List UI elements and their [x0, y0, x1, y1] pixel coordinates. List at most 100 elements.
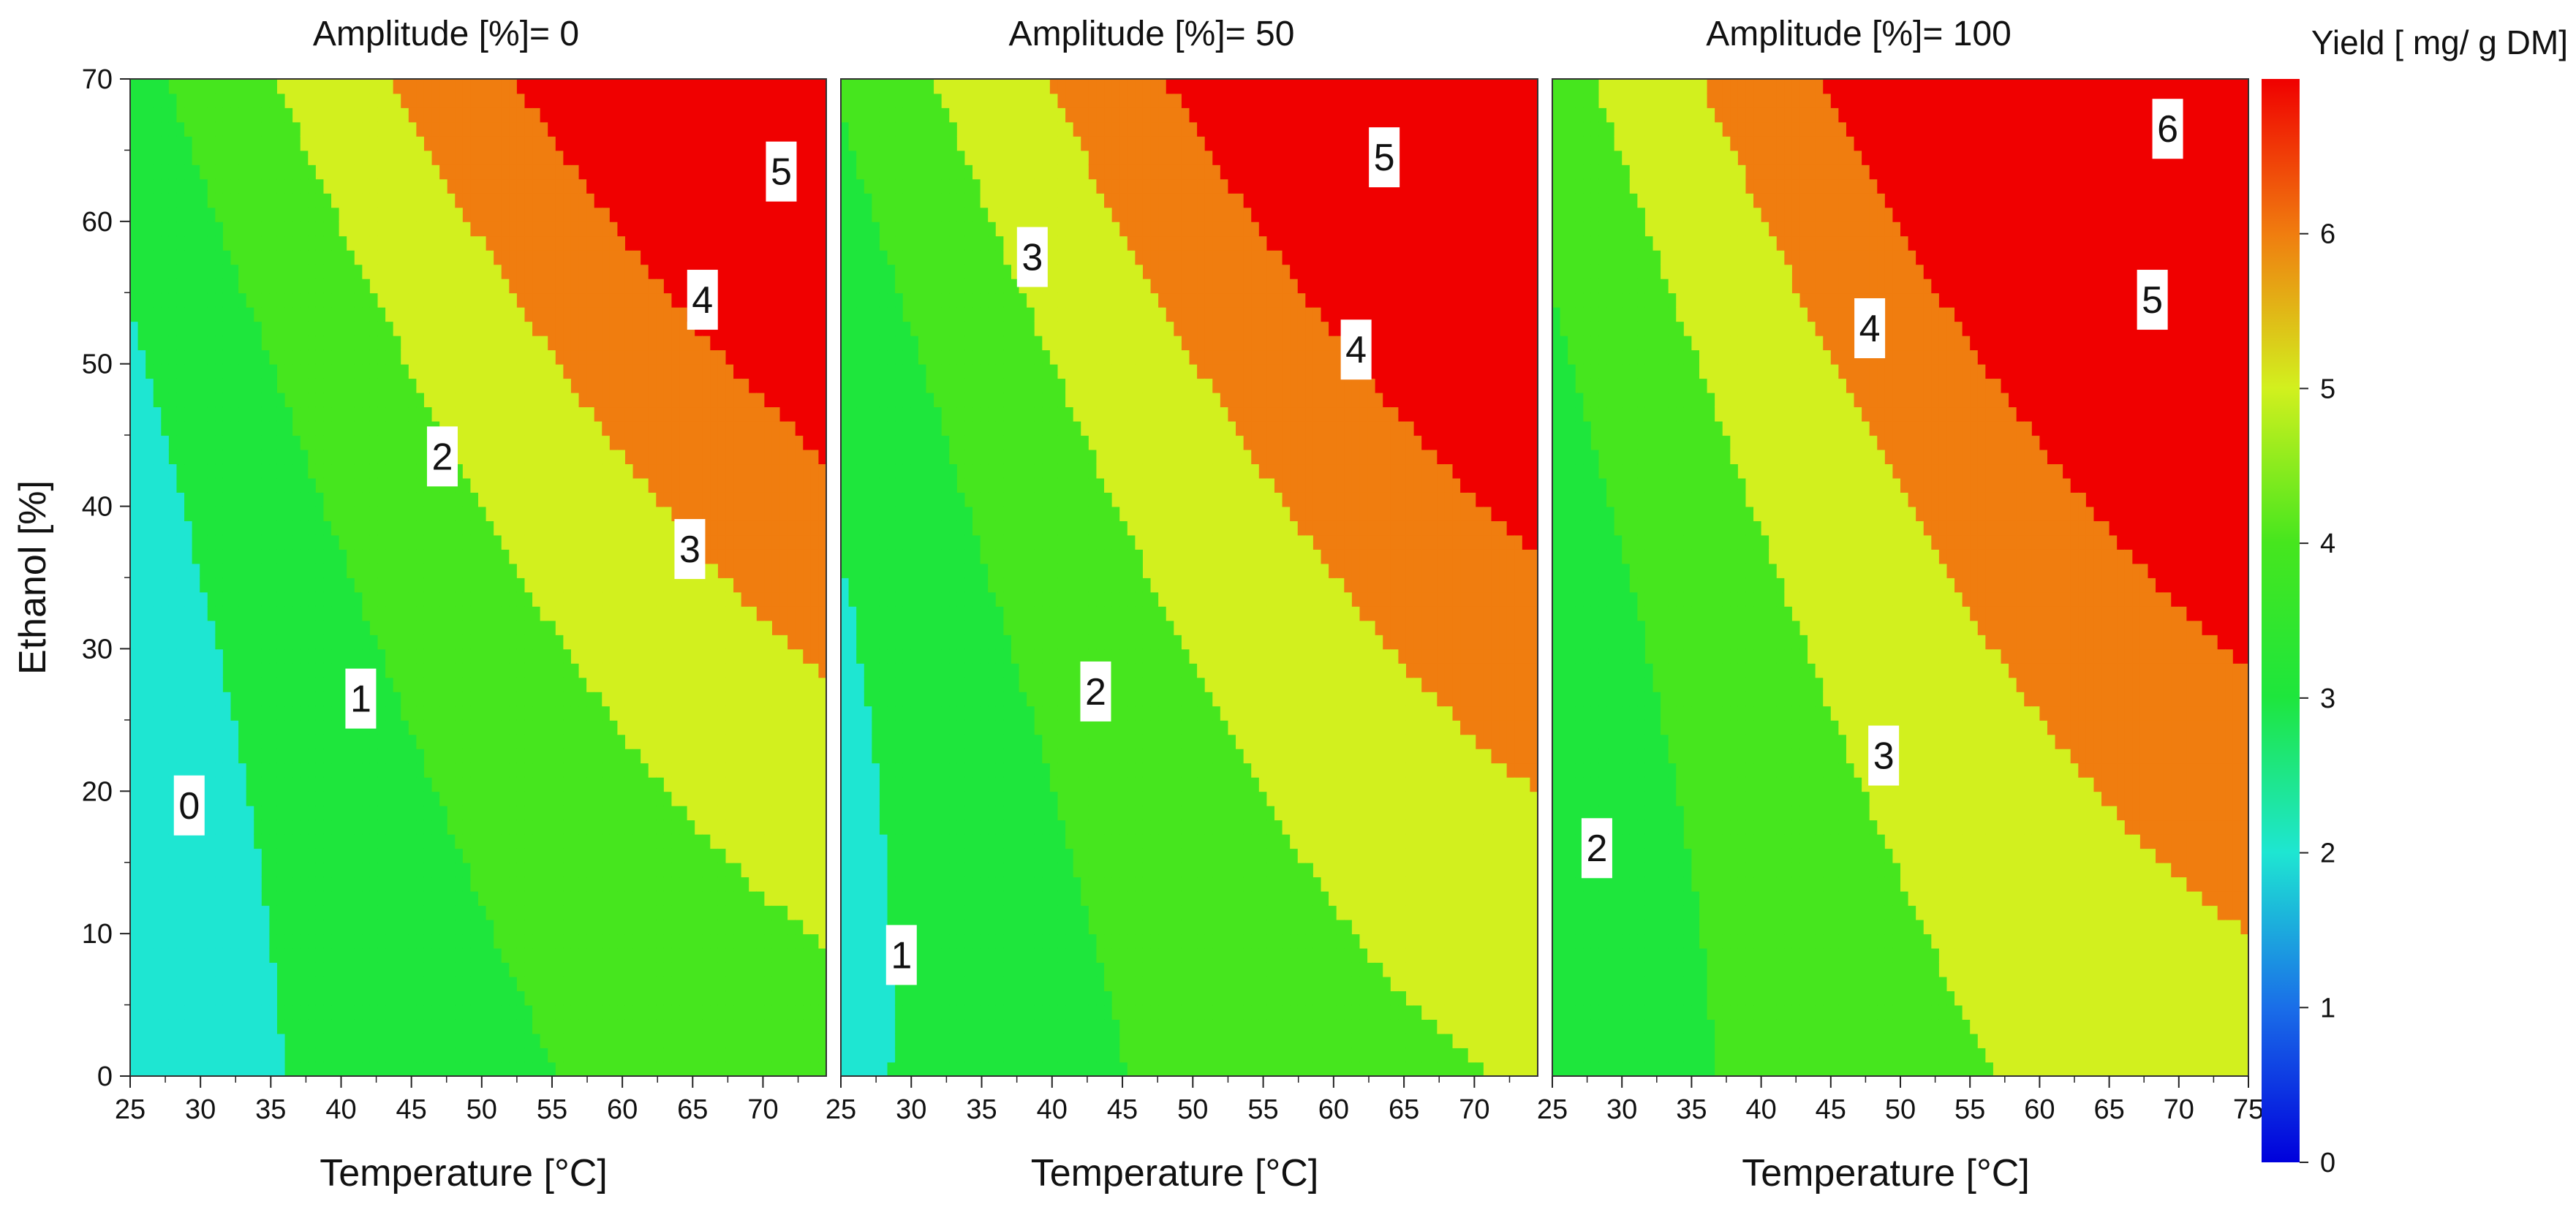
contour-cell — [300, 463, 309, 479]
contour-cell — [624, 648, 634, 664]
contour-cell — [347, 363, 355, 379]
contour-cell — [184, 934, 193, 949]
contour-cell — [423, 378, 433, 393]
contour-cell — [656, 862, 665, 878]
contour-cell — [462, 862, 472, 878]
contour-cell — [586, 449, 595, 465]
contour-cell — [648, 620, 657, 635]
contour-cell — [161, 819, 170, 835]
contour-cell — [602, 1048, 611, 1063]
contour-cell — [548, 691, 556, 707]
contour-cell — [439, 192, 448, 208]
contour-cell — [308, 321, 317, 336]
contour-cell — [563, 93, 572, 108]
contour-cell — [261, 1004, 271, 1020]
contour-cell — [377, 506, 386, 521]
contour-cell — [540, 691, 549, 707]
contour-cell — [393, 563, 402, 578]
contour-cell — [501, 164, 510, 180]
contour-cell — [602, 207, 611, 222]
contour-cell — [238, 705, 247, 721]
contour-cell — [431, 221, 441, 237]
contour-cell — [494, 107, 502, 123]
contour-cell — [254, 1019, 262, 1034]
contour-cell — [261, 264, 271, 279]
contour-cell — [656, 549, 665, 564]
contour-cell — [563, 520, 572, 536]
contour-cell — [347, 378, 355, 393]
contour-cell — [578, 976, 587, 991]
contour-cell — [254, 306, 262, 322]
contour-cell — [300, 392, 309, 408]
contour-cell — [594, 306, 603, 322]
contour-cell — [494, 634, 502, 650]
contour-cell — [284, 306, 294, 322]
contour-cell — [447, 691, 456, 707]
contour-cell — [423, 520, 433, 536]
contour-cell — [215, 578, 224, 593]
contour-cell — [184, 420, 193, 436]
contour-cell — [532, 819, 541, 835]
contour-cell — [455, 1048, 464, 1063]
contour-cell — [509, 278, 518, 294]
contour-cell — [501, 705, 510, 721]
contour-cell — [377, 734, 386, 749]
contour-cell — [447, 1019, 456, 1034]
contour-cell — [323, 150, 332, 165]
contour-cell — [656, 335, 665, 351]
contour-cell — [207, 549, 216, 564]
contour-cell — [207, 819, 216, 835]
contour-cell — [339, 520, 348, 536]
contour-cell — [292, 591, 301, 607]
contour-cell — [168, 135, 178, 151]
contour-cell — [663, 107, 673, 123]
contour-cell — [570, 463, 580, 479]
contour-cell — [578, 578, 587, 593]
contour-cell — [308, 862, 317, 878]
contour-cell — [641, 221, 649, 237]
contour-cell — [617, 207, 626, 222]
contour-cell — [284, 662, 294, 678]
contour-cell — [494, 905, 502, 920]
contour-cell — [624, 150, 634, 165]
contour-cell — [648, 392, 657, 408]
contour-cell — [261, 677, 271, 692]
contour-cell — [385, 321, 394, 336]
contour-cell — [222, 150, 232, 165]
contour-cell — [548, 991, 556, 1006]
contour-cell — [369, 862, 379, 878]
contour-cell — [578, 349, 587, 365]
contour-cell — [284, 207, 294, 222]
contour-cell — [524, 435, 533, 450]
contour-cell — [494, 192, 502, 208]
contour-cell — [161, 1061, 170, 1076]
contour-cell — [254, 905, 262, 920]
contour-cell — [238, 534, 247, 550]
contour-cell — [362, 819, 371, 835]
contour-cell — [447, 121, 456, 137]
contour-cell — [246, 178, 255, 194]
contour-cell — [130, 620, 139, 635]
contour-cell — [284, 578, 294, 593]
contour-cell — [369, 734, 379, 749]
contour-cell — [478, 876, 487, 892]
contour-cell — [663, 1004, 673, 1020]
contour-cell — [192, 392, 201, 408]
contour-cell — [146, 378, 154, 393]
contour-cell — [161, 520, 170, 536]
contour-cell — [540, 634, 549, 650]
contour-cell — [617, 235, 626, 251]
contour-cell — [137, 93, 147, 108]
contour-cell — [215, 762, 224, 778]
contour-cell — [408, 819, 418, 835]
contour-cell — [401, 919, 409, 935]
contour-cell — [570, 934, 580, 949]
contour-cell — [200, 520, 208, 536]
contour-cell — [648, 1048, 657, 1063]
contour-cell — [416, 1019, 425, 1034]
contour-cell — [470, 662, 479, 678]
contour-cell — [385, 349, 394, 365]
contour-cell — [431, 719, 441, 735]
contour-cell — [470, 919, 479, 935]
contour-cell — [563, 705, 572, 721]
